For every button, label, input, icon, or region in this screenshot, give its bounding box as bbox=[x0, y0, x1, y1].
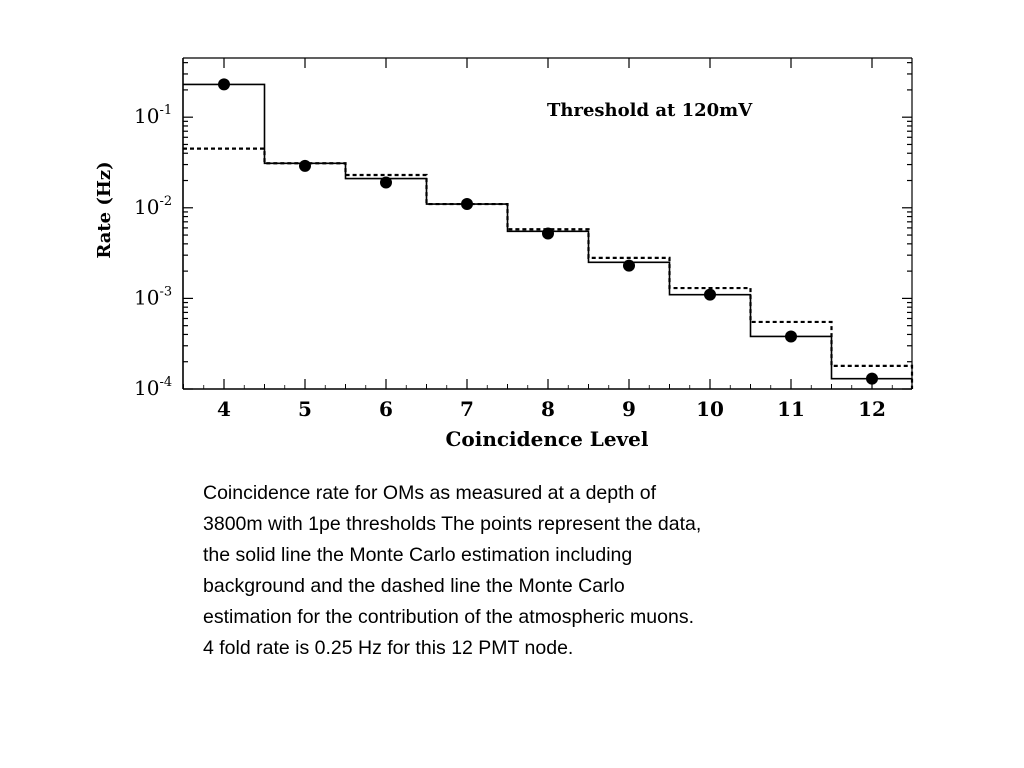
y-axis-label: Rate (Hz) bbox=[94, 161, 115, 258]
data-point bbox=[542, 227, 554, 240]
x-tick-label: 11 bbox=[777, 397, 805, 421]
x-tick-label: 5 bbox=[298, 397, 312, 421]
coincidence-rate-chart: 10-1 10-2 10-3 10-4 4 5 6 7 8 9 10 11 12 Coincidence … bbox=[94, 57, 914, 451]
caption-line: 4 fold rate is 0.25 Hz for this 12 PMT n… bbox=[203, 637, 574, 659]
x-tick-label: 6 bbox=[379, 397, 393, 421]
data-point bbox=[866, 372, 878, 385]
data-point bbox=[623, 259, 635, 272]
data-point bbox=[218, 78, 230, 91]
data-point bbox=[461, 198, 473, 211]
x-tick-label: 4 bbox=[217, 397, 231, 421]
x-tick-label: 9 bbox=[622, 397, 636, 421]
x-axis-label: Coincidence Level bbox=[445, 427, 648, 451]
caption-line: Coincidence rate for OMs as measured at … bbox=[203, 482, 657, 504]
caption-line: estimation for the contribution of the a… bbox=[203, 606, 695, 628]
caption-line: background and the dashed line the Monte… bbox=[203, 575, 625, 597]
y-tick-label: 10-1 bbox=[134, 103, 172, 128]
caption-line: 3800m with 1pe thresholds The points rep… bbox=[203, 513, 702, 535]
y-tick-label: 10-4 bbox=[134, 375, 172, 400]
mc-muon-dashed-line bbox=[183, 147, 914, 389]
threshold-annotation: Threshold at 120mV bbox=[547, 100, 753, 121]
x-tick-label: 12 bbox=[858, 397, 886, 421]
x-tick-label: 10 bbox=[696, 397, 724, 421]
y-tick-label: 10-2 bbox=[134, 194, 172, 219]
x-tick-label: 8 bbox=[541, 397, 555, 421]
x-tick-label: 7 bbox=[460, 397, 474, 421]
data-point bbox=[704, 288, 716, 301]
chart-area: 10-1 10-2 10-3 10-4 4 5 6 7 8 9 10 11 12 Coincidence … bbox=[94, 57, 914, 451]
y-tick-label: 10-3 bbox=[134, 284, 172, 309]
caption-line: the solid line the Monte Carlo estimatio… bbox=[203, 544, 633, 566]
data-point bbox=[785, 330, 797, 343]
data-point bbox=[299, 159, 311, 172]
data-point bbox=[380, 176, 392, 189]
figure-caption: Coincidence rate for OMs as measured at … bbox=[203, 478, 843, 664]
